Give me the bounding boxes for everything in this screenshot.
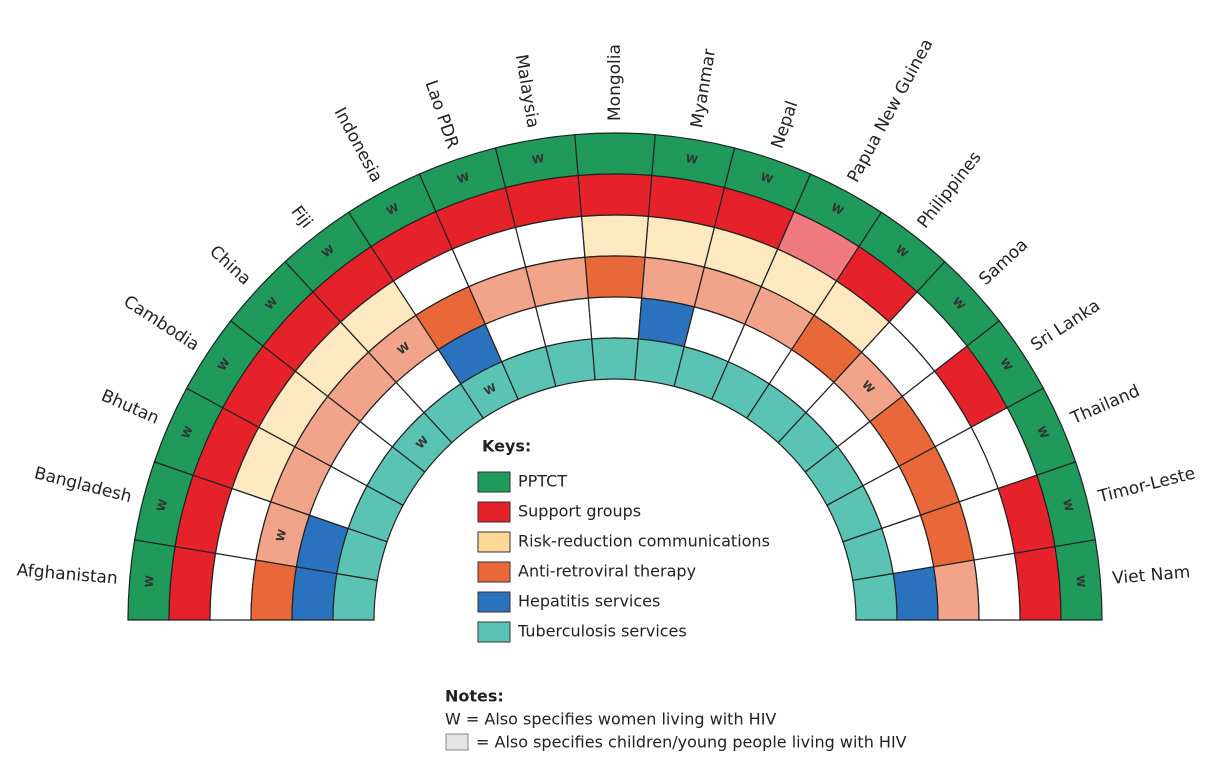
keys-title: Keys: <box>482 437 531 456</box>
cell-marker: W <box>997 356 1015 373</box>
key-swatch <box>477 591 511 613</box>
cell-marker: W <box>482 381 499 398</box>
cell-marker: W <box>685 152 699 167</box>
key-label: Tuberculosis services <box>517 622 687 641</box>
cell-marker: W <box>179 424 196 440</box>
key-label: Risk-reduction communications <box>518 532 770 551</box>
cell-marker: W <box>829 201 846 218</box>
cell <box>291 566 338 621</box>
country-label: Malaysia <box>511 53 543 130</box>
key-label: Hepatitis services <box>518 592 660 611</box>
country-label: Viet Nam <box>1111 562 1191 588</box>
cell-marker: W <box>1060 498 1076 513</box>
country-label: Thailand <box>1067 381 1143 429</box>
country-label: Sri Lanka <box>1027 296 1104 356</box>
cell <box>892 566 939 621</box>
country-label: Nepal <box>768 98 803 151</box>
key-swatch <box>477 531 511 553</box>
cell-marker: W <box>759 170 775 186</box>
country-label: Bhutan <box>98 386 162 429</box>
cell-marker: W <box>215 356 233 373</box>
cell <box>1013 545 1062 621</box>
country-label: Mongolia <box>605 44 625 121</box>
cell <box>168 545 217 621</box>
key-swatch <box>477 471 511 493</box>
note-women: W = Also specifies women living with HIV <box>445 710 776 729</box>
cell-marker: W <box>531 152 545 167</box>
cell-marker: W <box>456 170 472 186</box>
cell <box>250 559 298 621</box>
key-swatch <box>477 501 511 523</box>
cell <box>973 552 1021 621</box>
key-label: PPTCT <box>518 472 567 491</box>
cell <box>332 572 378 621</box>
cell-marker: W <box>1034 424 1051 440</box>
country-label: Myanmar <box>687 47 720 129</box>
key-swatch <box>477 561 511 583</box>
country-label: Afghanistan <box>16 560 119 588</box>
country-label: Indonesia <box>330 104 387 186</box>
country-label: Cambodia <box>120 292 203 356</box>
cell <box>932 559 980 621</box>
cell <box>591 337 639 381</box>
cell-marker: W <box>1073 575 1087 588</box>
cell <box>574 132 656 177</box>
country-label: Bangladesh <box>32 463 134 507</box>
note-swatch <box>445 733 469 751</box>
cell-marker: W <box>154 498 170 513</box>
key-label: Anti-retroviral therapy <box>518 562 696 581</box>
country-label: Fiji <box>287 202 317 232</box>
country-label: Samoa <box>975 235 1032 289</box>
cell-marker: W <box>274 528 290 543</box>
cell <box>587 296 643 340</box>
notes-title: Notes: <box>445 687 504 706</box>
cell <box>209 552 257 621</box>
cell <box>584 255 646 299</box>
cell <box>577 173 653 218</box>
key-swatch <box>477 621 511 643</box>
country-label: Philippines <box>914 148 986 233</box>
note-children: = Also specifies children/young people l… <box>476 733 907 752</box>
key-label: Support groups <box>518 502 641 521</box>
country-label: China <box>205 242 254 290</box>
cell <box>852 572 898 621</box>
cell-marker: W <box>384 201 401 218</box>
country-label: Papua New Guinea <box>844 36 938 186</box>
country-label: Lao PDR <box>421 78 463 152</box>
cell <box>580 214 650 258</box>
cell-marker: W <box>143 575 157 588</box>
country-label: Timor-Leste <box>1095 463 1197 507</box>
